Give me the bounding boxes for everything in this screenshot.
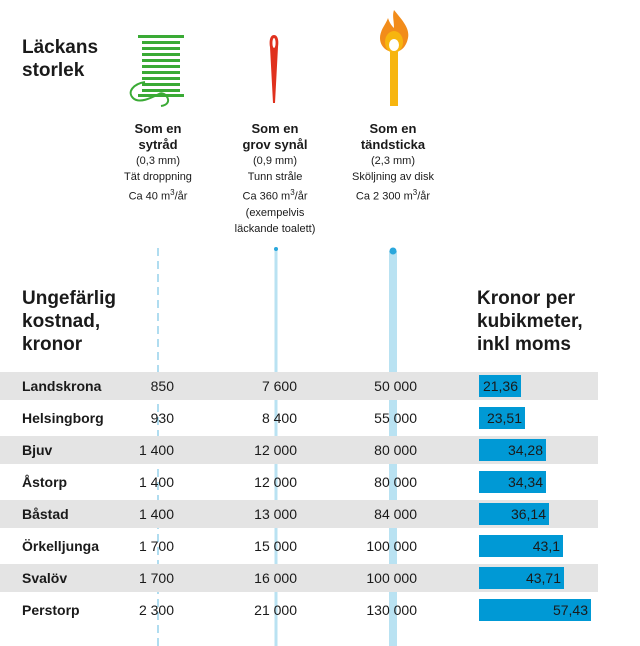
leak-type-needle-desc3: (exempelvis bbox=[245, 206, 305, 219]
price-bar: 57,43 bbox=[479, 599, 591, 621]
leak-type-thread: Som en sytråd (0,3 mm) Tät droppning Ca … bbox=[83, 121, 233, 205]
cost-match: 130 000 bbox=[366, 602, 417, 618]
cost-needle: 7 600 bbox=[261, 378, 297, 394]
price-bar: 21,36 bbox=[479, 375, 521, 397]
leak-type-match-title1: Som en bbox=[369, 121, 417, 136]
cost-match: 55 000 bbox=[374, 410, 417, 426]
municipality-name: Bjuv bbox=[22, 442, 53, 458]
cost-needle: 12 000 bbox=[254, 442, 297, 458]
leak-type-needle-size: (0,9 mm) bbox=[253, 155, 297, 167]
needle-leak-dot bbox=[274, 247, 278, 251]
price-bar: 43,1 bbox=[479, 535, 563, 557]
municipality-name: Båstad bbox=[22, 506, 69, 522]
table-row: Landskrona 850 7 600 50 000 21,36 bbox=[0, 372, 598, 400]
table-row: Helsingborg 930 8 400 55 000 23,51 bbox=[0, 404, 598, 432]
match-icon bbox=[380, 10, 409, 106]
table-row: Åstorp 1 400 12 000 80 000 34,34 bbox=[0, 468, 598, 496]
leak-type-needle-title2: grov synål bbox=[242, 137, 308, 152]
table-row: Bjuv 1 400 12 000 80 000 34,28 bbox=[0, 436, 598, 464]
price-bar: 34,34 bbox=[479, 471, 546, 493]
leak-type-match: Som en tändsticka (2,3 mm) Sköljning av … bbox=[318, 121, 468, 205]
municipality-name: Åstorp bbox=[22, 474, 68, 490]
municipality-name: Svalöv bbox=[22, 570, 68, 586]
cost-match: 100 000 bbox=[366, 570, 417, 586]
cost-thread: 1 400 bbox=[138, 506, 174, 522]
leak-type-thread-title1: Som en bbox=[134, 121, 182, 136]
match-leak-dot bbox=[389, 247, 397, 255]
cost-needle: 8 400 bbox=[261, 410, 297, 426]
thread-spool-icon bbox=[129, 35, 184, 107]
leak-type-thread-volume: Ca 40 m3/år bbox=[128, 188, 188, 203]
leak-size-title-line2: storlek bbox=[22, 60, 85, 81]
cost-needle: 21 000 bbox=[254, 602, 297, 618]
cost-thread: 1 700 bbox=[138, 570, 174, 586]
leak-type-thread-size: (0,3 mm) bbox=[136, 155, 180, 167]
leak-type-thread-title2: sytråd bbox=[138, 137, 178, 152]
price-heading-line1: Kronor per bbox=[477, 288, 576, 309]
cost-thread: 1 700 bbox=[138, 538, 174, 554]
table-row: Båstad 1 400 13 000 84 000 36,14 bbox=[0, 500, 598, 528]
cost-thread: 930 bbox=[150, 410, 174, 426]
price-bar: 34,28 bbox=[479, 439, 546, 461]
leak-size-title-line1: Läckans bbox=[22, 37, 99, 58]
leak-type-match-size: (2,3 mm) bbox=[371, 155, 415, 167]
leak-type-match-desc1: Sköljning av disk bbox=[352, 171, 434, 183]
cost-thread: 850 bbox=[150, 378, 174, 394]
cost-needle: 16 000 bbox=[254, 570, 297, 586]
leak-type-needle-desc4: läckande toalett) bbox=[234, 222, 316, 235]
leak-type-thread-desc1: Tät droppning bbox=[124, 171, 192, 183]
table-row: Örkelljunga 1 700 15 000 100 000 43,1 bbox=[0, 532, 598, 560]
cost-needle: 12 000 bbox=[254, 474, 297, 490]
cost-needle: 15 000 bbox=[254, 538, 297, 554]
cost-table: Landskrona 850 7 600 50 000 21,36 Helsin… bbox=[0, 372, 640, 632]
cost-heading-line3: kronor bbox=[22, 334, 83, 355]
cost-match: 84 000 bbox=[374, 506, 417, 522]
price-bar: 23,51 bbox=[479, 407, 525, 429]
price-heading-line3: inkl moms bbox=[477, 334, 571, 355]
table-row: Perstorp 2 300 21 000 130 000 57,43 bbox=[0, 596, 598, 624]
price-bar: 36,14 bbox=[479, 503, 549, 525]
municipality-name: Perstorp bbox=[22, 602, 80, 618]
cost-match: 50 000 bbox=[374, 378, 417, 394]
leak-type-needle-title1: Som en bbox=[251, 121, 299, 136]
leak-type-needle: Som en grov synål (0,9 mm) Tunn stråle C… bbox=[200, 121, 350, 237]
cost-match: 80 000 bbox=[374, 474, 417, 490]
cost-heading-line2: kostnad, bbox=[22, 311, 101, 332]
cost-match: 100 000 bbox=[366, 538, 417, 554]
municipality-name: Helsingborg bbox=[22, 410, 104, 426]
leak-type-needle-volume: Ca 360 m3/år bbox=[242, 188, 308, 203]
price-bar: 43,71 bbox=[479, 567, 564, 589]
leak-type-match-title2: tändsticka bbox=[360, 137, 426, 152]
leak-type-needle-desc1: Tunn stråle bbox=[247, 171, 303, 183]
cost-heading-line1: Ungefärlig bbox=[22, 288, 116, 309]
cost-thread: 1 400 bbox=[138, 474, 174, 490]
cost-thread: 1 400 bbox=[138, 442, 174, 458]
leak-size-title: Läckans storlek bbox=[22, 36, 98, 82]
price-heading-line2: kubikmeter, bbox=[477, 311, 583, 332]
table-row: Svalöv 1 700 16 000 100 000 43,71 bbox=[0, 564, 598, 592]
cost-needle: 13 000 bbox=[254, 506, 297, 522]
municipality-name: Örkelljunga bbox=[22, 538, 100, 554]
leak-type-match-volume: Ca 2 300 m3/år bbox=[355, 188, 431, 203]
municipality-name: Landskrona bbox=[22, 378, 102, 394]
cost-match: 80 000 bbox=[374, 442, 417, 458]
price-heading: Kronor per kubikmeter, inkl moms bbox=[477, 287, 583, 356]
cost-thread: 2 300 bbox=[138, 602, 174, 618]
cost-heading: Ungefärlig kostnad, kronor bbox=[22, 287, 116, 356]
needle-icon bbox=[269, 35, 279, 103]
